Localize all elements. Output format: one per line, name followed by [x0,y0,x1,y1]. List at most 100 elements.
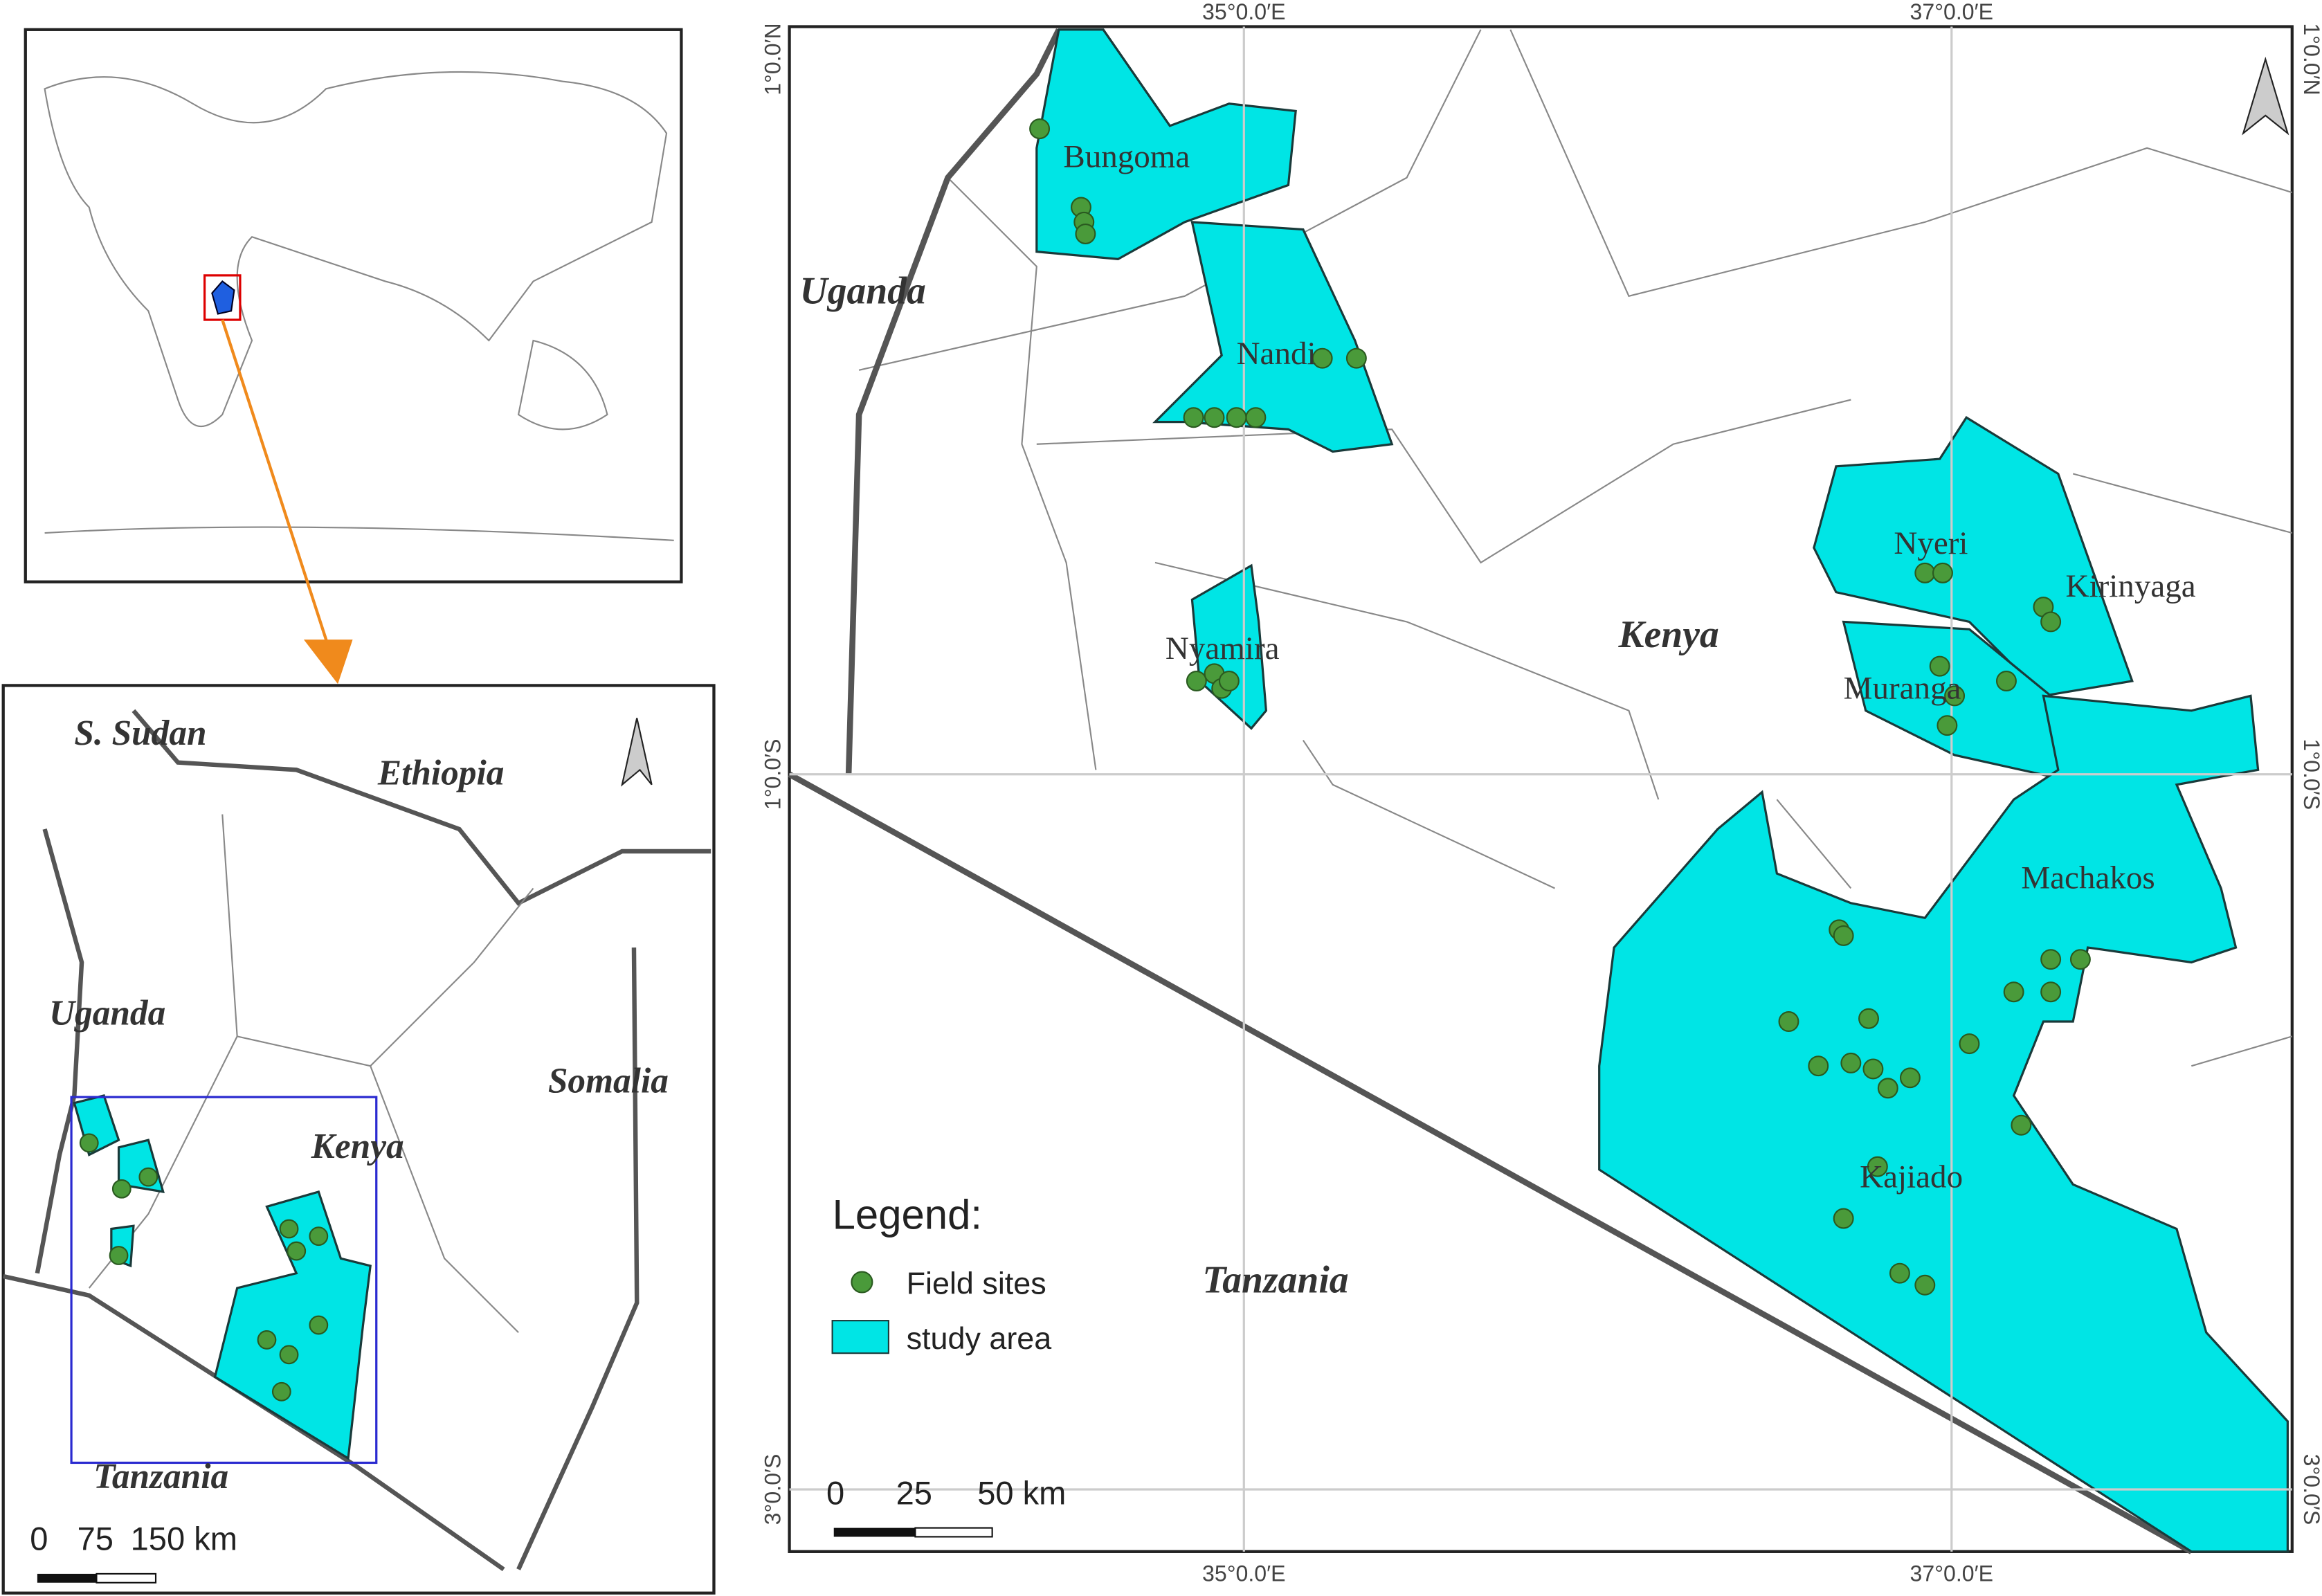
county-label: Nandi [1237,336,1316,372]
county-label: Nyeri [1894,525,1968,561]
legend-label: study area [907,1321,1052,1356]
field-site [111,1179,131,1199]
country-label: Ethiopia [377,754,505,793]
graticule-label: 1°0.0′N [761,23,786,95]
field-site [1877,1078,1898,1099]
field-site [1204,407,1225,428]
field-site [1833,1208,1854,1229]
kenya-inset-frame [1,684,716,1595]
graticule-label: 35°0.0′E [1202,1561,1286,1586]
study-area [1035,28,2289,1553]
field-site [1226,407,1247,428]
field-site [1929,655,1950,677]
county-label: Kirinyaga [2066,568,2196,604]
north-arrow [2242,56,2289,136]
scale-bar [833,1527,916,1537]
legend-symbol [851,1271,873,1294]
field-site [1840,1052,1862,1073]
graticule-label: 1°0.0′N [2299,23,2322,95]
graticule-label: 3°0.0′S [2299,1454,2322,1525]
scale-label: 50 km [977,1474,1066,1511]
country-label: S. Sudan [74,714,206,753]
field-site [1218,671,1240,691]
field-site [1914,1274,1936,1296]
graticule-label: 37°0.0′E [1910,0,1994,24]
field-site [1808,1055,1829,1077]
field-site [2040,611,2062,633]
field-site [2011,1114,2032,1136]
inset-north-arrow [621,718,653,787]
graticule-label: 35°0.0′E [1202,0,1286,24]
field-site [1858,1008,1879,1029]
field-site [1312,347,1333,369]
legend-symbol [831,1320,889,1354]
field-site [109,1246,129,1265]
field-site [1345,347,1367,369]
field-site [287,1241,307,1261]
field-site [1959,1033,1980,1055]
field-site [2040,981,2062,1003]
scale-bar [96,1572,157,1584]
country-label: Uganda [800,270,926,313]
graticule-label: 1°0.0′S [761,738,786,810]
inset-extent-box [70,1096,378,1464]
tanzania-border [788,772,2193,1554]
field-site [1932,562,1953,583]
graticule-lines [789,26,2292,1552]
country-label: Tanzania [1202,1258,1348,1301]
field-site [1862,1058,1884,1080]
county-label: Kajiado [1860,1159,1963,1195]
field-site [1914,562,1936,583]
scale-bar [914,1527,993,1538]
scale-label: 75 [78,1521,114,1557]
country-label: Somalia [548,1062,669,1101]
field-site [309,1315,329,1335]
field-site [279,1345,299,1365]
world-outlines [44,71,674,541]
field-site [1899,1067,1921,1089]
country-label: Tanzania [93,1457,228,1496]
field-site [2040,949,2062,970]
kenya-inset-borders [2,709,711,1572]
country-label: Kenya [311,1127,404,1166]
legend-title: Legend: [833,1191,982,1237]
graticule-label: 3°0.0′S [761,1454,786,1525]
world-inset-frame [24,28,683,583]
field-site [1833,925,1854,946]
county-label: Bungoma [1063,139,1190,175]
kenya-inset-counties [88,814,534,1333]
arrow-head [303,640,353,684]
field-site [1944,685,1966,707]
field-site [1889,1262,1910,1284]
uganda-border [845,28,1062,774]
field-site [1867,1156,1888,1177]
field-site [1936,715,1958,736]
field-site [1183,407,1204,428]
county-label: Muranga [1844,671,1961,707]
county-label: Nyamira [1165,631,1280,666]
field-site [257,1330,277,1350]
field-site [1778,1011,1799,1032]
field-site [1029,118,1051,140]
field-site [279,1219,299,1239]
arrow-line [221,319,331,649]
county-label: Machakos [2021,860,2155,896]
graticule-label: 1°0.0′S [2299,738,2322,810]
scale-label: 25 [896,1474,932,1511]
field-site [2003,981,2024,1003]
scale-label: 150 km [131,1521,237,1557]
field-site [1245,407,1267,428]
field-site [79,1133,99,1153]
scale-label: 0 [30,1521,48,1557]
field-site [271,1381,291,1402]
graticule-label: 37°0.0′E [1910,1561,1994,1586]
field-site [1186,671,1207,691]
legend-label: Field sites [907,1266,1046,1301]
field-site [1075,224,1096,244]
country-label: Kenya [1617,613,1718,656]
field-site [138,1167,158,1187]
scale-label: 0 [826,1474,844,1511]
country-label: Uganda [49,993,165,1033]
field-sites [79,118,2091,1402]
